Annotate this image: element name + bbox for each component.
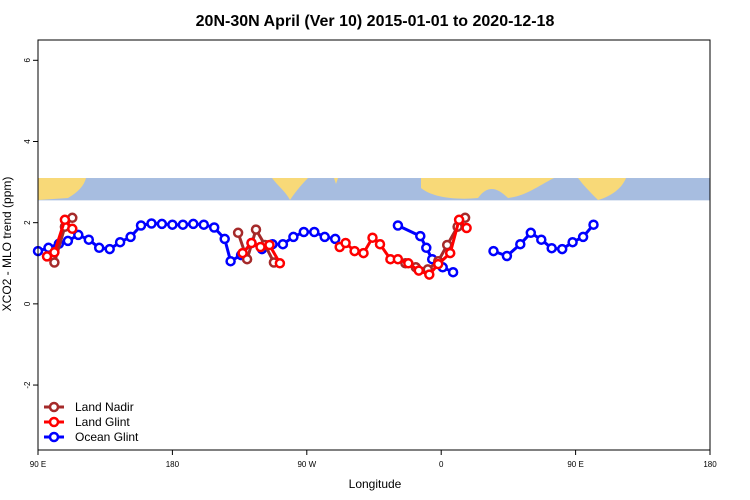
chart-title: 20N-30N April (Ver 10) 2015-01-01 to 202… (196, 13, 555, 30)
ocean-glint-point-2-7 (567, 236, 578, 248)
ocean-glint-point-0-29 (329, 233, 341, 245)
legend-label-land-nadir: Land Nadir (75, 400, 134, 414)
ocean-glint-point-2-6 (556, 243, 568, 255)
land-glint-point-2-1 (340, 237, 351, 249)
map-land-4 (578, 178, 626, 201)
map-land-3 (421, 178, 554, 199)
land-glint-point-2-4 (367, 232, 378, 243)
ocean-glint-point-0-6 (93, 242, 105, 254)
ocean-glint-point-2-1 (501, 250, 513, 262)
x-axis-label: Longitude (349, 477, 402, 491)
ocean-glint-point-0-9 (125, 231, 136, 243)
y-tick-label: 2 (23, 220, 32, 225)
ocean-glint-point-2-3 (525, 227, 537, 239)
land-glint-point-0-3 (67, 223, 78, 235)
ocean-glint-point-2-8 (577, 231, 589, 243)
ocean-glint-point-0-3 (62, 235, 74, 247)
y-axis-label: XCO2 - MLO trend (ppm) (0, 177, 14, 312)
land-glint-point-0-1 (49, 247, 60, 258)
ocean-glint-point-0-17 (208, 222, 220, 233)
ocean-glint-point-2-5 (546, 242, 557, 254)
x-tick-label: 180 (166, 460, 180, 469)
legend-marker-land-nadir (48, 401, 60, 413)
ocean-glint-point-0-25 (288, 231, 299, 243)
legend-marker-land-glint (48, 416, 60, 428)
ocean-glint-point-1-0 (392, 220, 404, 231)
land-glint-point-2-12 (444, 247, 456, 259)
ocean-glint-point-1-2 (421, 242, 432, 254)
land-nadir-point-0-0 (49, 257, 60, 268)
land-glint-point-2-3 (358, 247, 369, 259)
world-map-strip (38, 178, 710, 201)
ocean-glint-point-2-4 (536, 234, 547, 245)
land-glint-point-2-10 (424, 269, 435, 280)
land-glint-point-2-11 (432, 258, 444, 270)
x-tick-label: 90 W (297, 460, 316, 469)
land-glint-point-0-2 (59, 214, 71, 226)
land-glint-point-1-4 (274, 258, 286, 269)
land-glint-point-0-0 (41, 251, 53, 262)
y-tick-label: 0 (23, 301, 32, 306)
ocean-glint-point-0-5 (83, 234, 95, 245)
land-glint-point-1-2 (255, 241, 266, 253)
ocean-glint-point-1-1 (415, 230, 426, 242)
ocean-glint-point-0-24 (277, 238, 289, 250)
ocean-glint-point-0-8 (114, 236, 126, 248)
land-glint-point-2-9 (413, 265, 425, 276)
axes-layer: 90 E 180 90 W 0 90 E 180 -2 0 2 4 6 (23, 39, 717, 469)
y-tick-label: 4 (23, 139, 32, 144)
land-glint-point-2-8 (403, 258, 414, 269)
land-glint-point-1-3 (264, 239, 275, 251)
ocean-glint-point-0-12 (156, 218, 168, 230)
ocean-glint-point-0-13 (167, 219, 178, 230)
y-tick-label: 6 (23, 58, 32, 63)
map-land-2 (334, 178, 338, 185)
land-glint-point-2-7 (392, 253, 404, 265)
ocean-glint-point-0-7 (104, 243, 115, 255)
ocean-glint-point-0-18 (219, 233, 230, 245)
ocean-glint-line-2 (492, 223, 595, 258)
land-glint-point-1-1 (246, 237, 257, 249)
ocean-glint-point-0-15 (188, 218, 199, 230)
ocean-glint-line-0 (36, 222, 337, 263)
land-glint-point-2-2 (349, 245, 360, 257)
plot-layer (32, 212, 599, 280)
land-nadir-point-1-2 (250, 224, 262, 235)
x-tick-label: 90 E (567, 460, 583, 469)
ocean-glint-point-0-11 (146, 218, 157, 229)
land-glint-point-2-13 (453, 214, 465, 226)
ocean-glint-point-2-9 (588, 219, 599, 230)
map-land-1 (272, 178, 308, 201)
land-glint-point-2-5 (374, 238, 386, 250)
ocean-glint-point-2-2 (515, 238, 526, 250)
land-glint-point-1-0 (237, 247, 248, 259)
x-tick-label: 90 E (30, 460, 46, 469)
land-nadir-point-1-0 (232, 227, 244, 239)
ocean-glint-point-1-5 (447, 266, 459, 278)
ocean-glint-point-0-28 (319, 231, 330, 243)
x-tick-label: 0 (439, 460, 444, 469)
ocean-glint-point-2-0 (488, 245, 499, 257)
land-nadir-point-2-4 (441, 239, 453, 251)
ocean-glint-point-0-4 (73, 229, 84, 241)
y-tick-label: -2 (23, 381, 32, 389)
legend-label-ocean-glint: Ocean Glint (75, 430, 139, 444)
ocean-glint-point-0-27 (309, 226, 320, 238)
ocean-glint-point-0-10 (135, 220, 147, 231)
plot-frame (37, 39, 711, 451)
land-glint-point-2-14 (461, 222, 472, 234)
ocean-glint-point-0-16 (198, 219, 210, 230)
ocean-glint-point-0-19 (225, 255, 236, 267)
x-tick-label: 180 (703, 460, 717, 469)
legend-label-land-glint: Land Glint (75, 415, 130, 429)
legend-marker-ocean-glint (48, 431, 60, 443)
ocean-glint-point-0-26 (298, 226, 310, 238)
map-land-0 (38, 178, 86, 201)
ocean-glint-point-0-14 (177, 219, 189, 230)
